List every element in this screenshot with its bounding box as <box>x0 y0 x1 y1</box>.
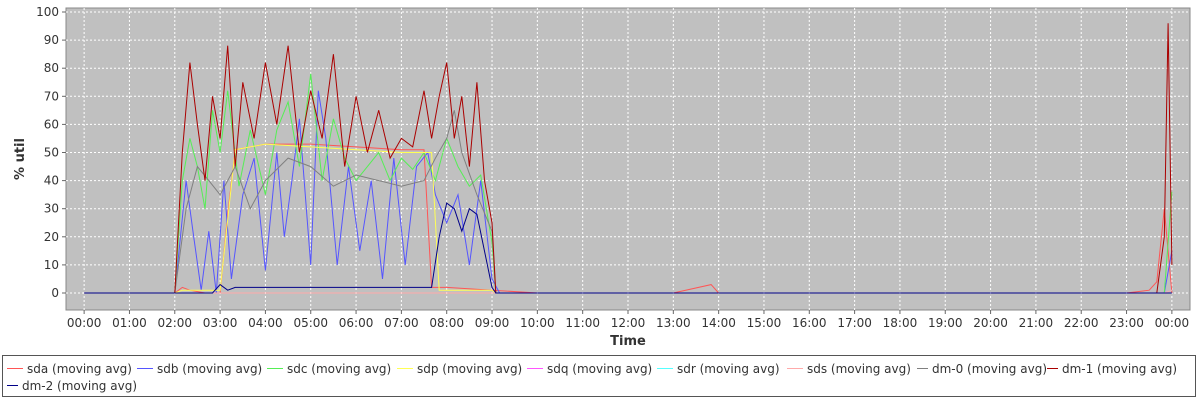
legend-label: dm-1 (moving avg) <box>1061 361 1177 376</box>
legend-item: dm-1 (moving avg) <box>1047 360 1177 377</box>
legend-swatch <box>917 368 928 369</box>
x-tick-label: 09:00 <box>475 316 510 330</box>
legend-swatch <box>787 368 803 369</box>
x-tick-label: 08:00 <box>429 316 464 330</box>
legend-item: sdr (moving avg) <box>657 360 787 377</box>
line-chart: 0 10 20 30 40 50 60 70 80 90 100 00:00 01:00 02:00 03… <box>13 5 1191 349</box>
x-tick-label: 10:00 <box>520 316 555 330</box>
x-tick-label: 00:00 <box>1155 316 1190 330</box>
series-line-7 <box>84 110 1172 294</box>
legend-swatch <box>7 368 23 369</box>
x-tick-label: 16:00 <box>792 316 827 330</box>
x-tick-label: 12:00 <box>611 316 646 330</box>
legend-label: sdc (moving avg) <box>287 361 392 376</box>
x-tick-label: 15:00 <box>747 316 782 330</box>
legend-item: sdp (moving avg) <box>397 360 527 377</box>
x-tick-label: 21:00 <box>1019 316 1054 330</box>
y-tick-label: 0 <box>51 286 59 300</box>
legend-swatch <box>397 368 413 369</box>
legend-swatch <box>1047 368 1058 369</box>
series-line-9 <box>84 202 1172 294</box>
x-tick-label: 13:00 <box>656 316 691 330</box>
y-tick-label: 90 <box>44 33 59 47</box>
x-tick-label: 04:00 <box>248 316 283 330</box>
legend-label: sdr (moving avg) <box>677 361 780 376</box>
y-axis-label: % util <box>13 138 28 180</box>
series-layer <box>84 23 1173 294</box>
y-tick-label: 70 <box>44 89 59 103</box>
x-tick-label: 17:00 <box>837 316 872 330</box>
y-tick-label: 40 <box>44 174 59 188</box>
legend-swatch <box>657 368 673 369</box>
x-tick-label: 18:00 <box>883 316 918 330</box>
legend-label: sda (moving avg) <box>27 361 132 376</box>
y-tick-label: 10 <box>44 258 59 272</box>
y-tick-label: 30 <box>44 202 59 216</box>
legend-swatch <box>7 385 18 386</box>
x-tick-label: 23:00 <box>1109 316 1144 330</box>
y-axis: 0 10 20 30 40 50 60 70 80 90 100 <box>36 5 66 300</box>
x-tick-label: 01:00 <box>112 316 147 330</box>
x-axis: 00:00 01:00 02:00 03:00 04:00 05:00 06:00 07:00… <box>67 310 1189 330</box>
legend-label: sdb (moving avg) <box>157 361 263 376</box>
legend-label: sds (moving avg) <box>807 361 911 376</box>
legend-label: sdp (moving avg) <box>417 361 523 376</box>
y-tick-label: 60 <box>44 117 59 131</box>
legend-label: sdq (moving avg) <box>547 361 653 376</box>
legend-swatch <box>267 368 283 369</box>
x-tick-label: 19:00 <box>928 316 963 330</box>
legend-label: dm-2 (moving avg) <box>21 378 137 393</box>
y-tick-label: 100 <box>36 5 59 19</box>
chart-legend: sda (moving avg) sdb (moving avg) sdc (mov… <box>2 355 1196 397</box>
y-tick-label: 20 <box>44 230 59 244</box>
legend-item: dm-2 (moving avg) <box>7 377 137 394</box>
x-tick-label: 11:00 <box>565 316 600 330</box>
legend-item: sda (moving avg) <box>7 360 137 377</box>
series-line-2 <box>84 73 1173 294</box>
legend-item: sdc (moving avg) <box>267 360 397 377</box>
x-tick-label: 02:00 <box>157 316 192 330</box>
series-line-1 <box>84 90 1173 294</box>
x-tick-label: 14:00 <box>701 316 736 330</box>
x-tick-label: 22:00 <box>1064 316 1099 330</box>
y-tick-label: 50 <box>44 146 59 160</box>
x-tick-label: 05:00 <box>293 316 328 330</box>
x-axis-label: Time <box>610 334 646 349</box>
x-tick-label: 03:00 <box>203 316 238 330</box>
legend-swatch <box>527 368 543 369</box>
x-tick-label: 00:00 <box>67 316 102 330</box>
legend-item: sdb (moving avg) <box>137 360 267 377</box>
legend-item: sdq (moving avg) <box>527 360 657 377</box>
legend-item: sds (moving avg) <box>787 360 917 377</box>
legend-item: dm-0 (moving avg) <box>917 360 1047 377</box>
legend-label: dm-0 (moving avg) <box>931 361 1047 376</box>
y-tick-label: 80 <box>44 61 59 75</box>
series-line-8 <box>84 23 1173 294</box>
legend-swatch <box>137 368 153 369</box>
x-tick-label: 07:00 <box>384 316 419 330</box>
series-line-3 <box>84 143 1172 294</box>
x-tick-label: 20:00 <box>973 316 1008 330</box>
x-tick-label: 06:00 <box>339 316 374 330</box>
